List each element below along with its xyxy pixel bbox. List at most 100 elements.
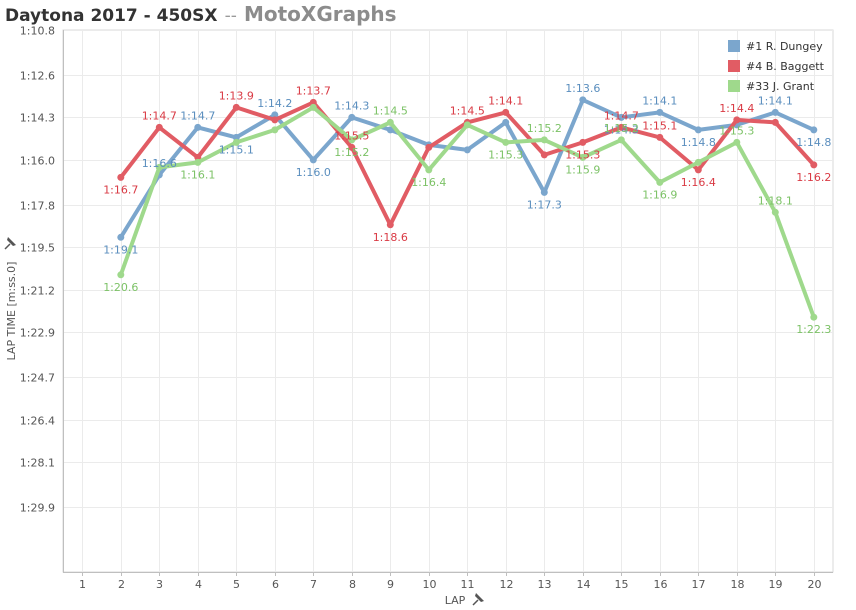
data-label: 1:14.1 — [488, 94, 523, 107]
chart-title: Daytona 2017 - 450SX -- MotoXGraphs — [5, 2, 397, 26]
data-point — [502, 108, 510, 116]
data-point — [155, 163, 163, 171]
data-point — [194, 123, 202, 131]
data-labels: 1:19.11:16.61:14.71:15.11:14.21:16.01:14… — [103, 82, 831, 336]
data-label: 1:16.6 — [142, 157, 177, 170]
y-tick-label: 1:17.8 — [20, 200, 55, 213]
data-label: 1:15.2 — [527, 122, 562, 135]
pin-needle — [472, 599, 479, 606]
legend-item[interactable]: #1 R. Dungey — [728, 40, 823, 53]
data-point — [463, 121, 471, 129]
grid — [62, 29, 834, 573]
legend-label: #33 J. Grant — [746, 80, 815, 93]
data-label: 1:16.4 — [681, 176, 716, 189]
data-label: 1:15.1 — [219, 143, 254, 156]
data-label: 1:17.3 — [527, 198, 562, 211]
data-label: 1:15.3 — [488, 148, 523, 161]
data-point — [117, 271, 125, 279]
legend-item[interactable]: #4 B. Baggett — [728, 60, 825, 73]
data-point — [694, 166, 702, 174]
legend-item[interactable]: #33 J. Grant — [728, 80, 815, 93]
x-tick-label: 19 — [769, 578, 783, 591]
title-separator: -- — [224, 6, 237, 26]
data-label: 1:14.1 — [758, 94, 793, 107]
data-point — [617, 136, 625, 144]
y-tick-label: 1:24.7 — [20, 372, 55, 385]
y-tick-label: 1:16.0 — [20, 155, 55, 168]
x-tick-label: 6 — [272, 578, 279, 591]
data-point — [579, 153, 587, 161]
x-tick-label: 12 — [500, 578, 514, 591]
data-point — [309, 156, 317, 164]
data-point — [540, 136, 548, 144]
legend-swatch — [728, 60, 740, 72]
x-tick-label: 2 — [118, 578, 125, 591]
legend-label: #4 B. Baggett — [746, 60, 825, 73]
data-point — [771, 118, 779, 126]
data-point — [155, 123, 163, 131]
data-point — [309, 98, 317, 106]
plot-area — [62, 29, 834, 573]
x-tick-label: 7 — [310, 578, 317, 591]
data-point — [463, 146, 471, 154]
x-tick-label: 11 — [461, 578, 475, 591]
x-tick-label: 5 — [233, 578, 240, 591]
data-point — [386, 126, 394, 134]
data-label: 1:15.9 — [565, 163, 600, 176]
legend[interactable]: #1 R. Dungey #4 B. Baggett #33 J. Grant — [728, 40, 825, 93]
data-label: 1:15.2 — [604, 122, 639, 135]
data-point — [656, 133, 664, 141]
data-label: 1:16.1 — [180, 168, 215, 181]
axis-titles: LAP LAP TIME [m:ss.0] — [4, 237, 484, 607]
data-point — [502, 138, 510, 146]
x-axis-pin-icon[interactable] — [472, 593, 484, 606]
x-tick-label: 18 — [731, 578, 745, 591]
data-label: 1:14.1 — [642, 94, 677, 107]
x-tick-label: 16 — [654, 578, 668, 591]
data-point — [771, 208, 779, 216]
data-label: 1:15.2 — [334, 146, 369, 159]
data-point — [348, 136, 356, 144]
data-point — [348, 113, 356, 121]
data-point — [617, 113, 625, 121]
x-tick-label: 15 — [615, 578, 629, 591]
data-point — [386, 221, 394, 229]
x-tick-label: 13 — [538, 578, 552, 591]
data-label: 1:14.7 — [604, 109, 639, 122]
data-label: 1:20.6 — [103, 281, 138, 294]
data-label: 1:14.3 — [604, 123, 639, 136]
y-axis-pin-icon[interactable] — [4, 237, 16, 250]
x-tick-label: 8 — [349, 578, 356, 591]
data-label: 1:14.7 — [142, 109, 177, 122]
x-tick-label: 3 — [156, 578, 163, 591]
pin-needle — [4, 243, 11, 250]
data-label: 1:14.2 — [257, 97, 292, 110]
y-tick-label: 1:10.8 — [20, 25, 55, 38]
legend-swatch — [728, 80, 740, 92]
data-label: 1:14.3 — [334, 99, 369, 112]
data-point — [271, 116, 279, 124]
data-label: 1:22.3 — [796, 323, 831, 336]
data-point — [271, 126, 279, 134]
data-point — [810, 161, 818, 169]
data-point — [579, 138, 587, 146]
data-point — [309, 103, 317, 111]
data-label: 1:13.6 — [565, 82, 600, 95]
y-tick-label: 1:14.3 — [20, 112, 55, 125]
data-point — [617, 123, 625, 131]
data-point — [194, 158, 202, 166]
data-label: 1:14.8 — [796, 136, 831, 149]
x-tick-label: 17 — [692, 578, 706, 591]
data-point — [117, 233, 125, 241]
data-point — [386, 118, 394, 126]
data-label: 1:15.5 — [334, 129, 369, 142]
series-3 — [117, 103, 818, 321]
data-point — [194, 153, 202, 161]
data-point — [733, 116, 741, 124]
data-point — [232, 138, 240, 146]
data-label: 1:14.4 — [719, 102, 754, 115]
y-tick-label: 1:29.9 — [20, 502, 55, 515]
data-point — [579, 96, 587, 104]
data-point — [232, 103, 240, 111]
